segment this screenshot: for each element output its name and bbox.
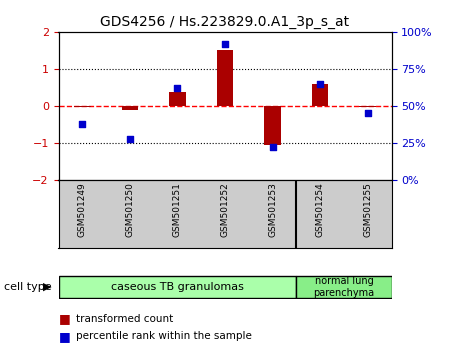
Bar — [217, 50, 233, 106]
Bar — [312, 85, 328, 106]
Bar — [360, 106, 376, 107]
Point — [174, 85, 181, 91]
Bar — [169, 92, 186, 106]
FancyBboxPatch shape — [58, 275, 297, 298]
FancyBboxPatch shape — [297, 275, 392, 298]
Text: GSM501253: GSM501253 — [268, 182, 277, 237]
Bar — [74, 106, 90, 108]
Text: percentile rank within the sample: percentile rank within the sample — [76, 331, 252, 341]
Point — [79, 121, 86, 127]
Text: ■: ■ — [58, 312, 70, 325]
Text: GSM501249: GSM501249 — [78, 182, 87, 237]
Point — [221, 41, 229, 46]
Text: GSM501251: GSM501251 — [173, 182, 182, 237]
Text: GSM501254: GSM501254 — [315, 182, 324, 237]
Bar — [264, 106, 281, 145]
Text: GSM501252: GSM501252 — [220, 182, 230, 237]
Title: GDS4256 / Hs.223829.0.A1_3p_s_at: GDS4256 / Hs.223829.0.A1_3p_s_at — [100, 16, 350, 29]
Point — [316, 81, 324, 87]
Text: ■: ■ — [58, 330, 70, 343]
Text: caseous TB granulomas: caseous TB granulomas — [111, 282, 244, 292]
Point — [126, 136, 134, 141]
Text: GSM501255: GSM501255 — [363, 182, 372, 237]
Point — [364, 110, 371, 116]
Text: cell type: cell type — [4, 282, 52, 292]
Text: ▶: ▶ — [43, 282, 51, 292]
Bar — [122, 106, 138, 110]
Text: transformed count: transformed count — [76, 314, 174, 324]
Text: normal lung
parenchyma: normal lung parenchyma — [313, 276, 374, 298]
Point — [269, 145, 276, 150]
Text: GSM501250: GSM501250 — [126, 182, 135, 237]
